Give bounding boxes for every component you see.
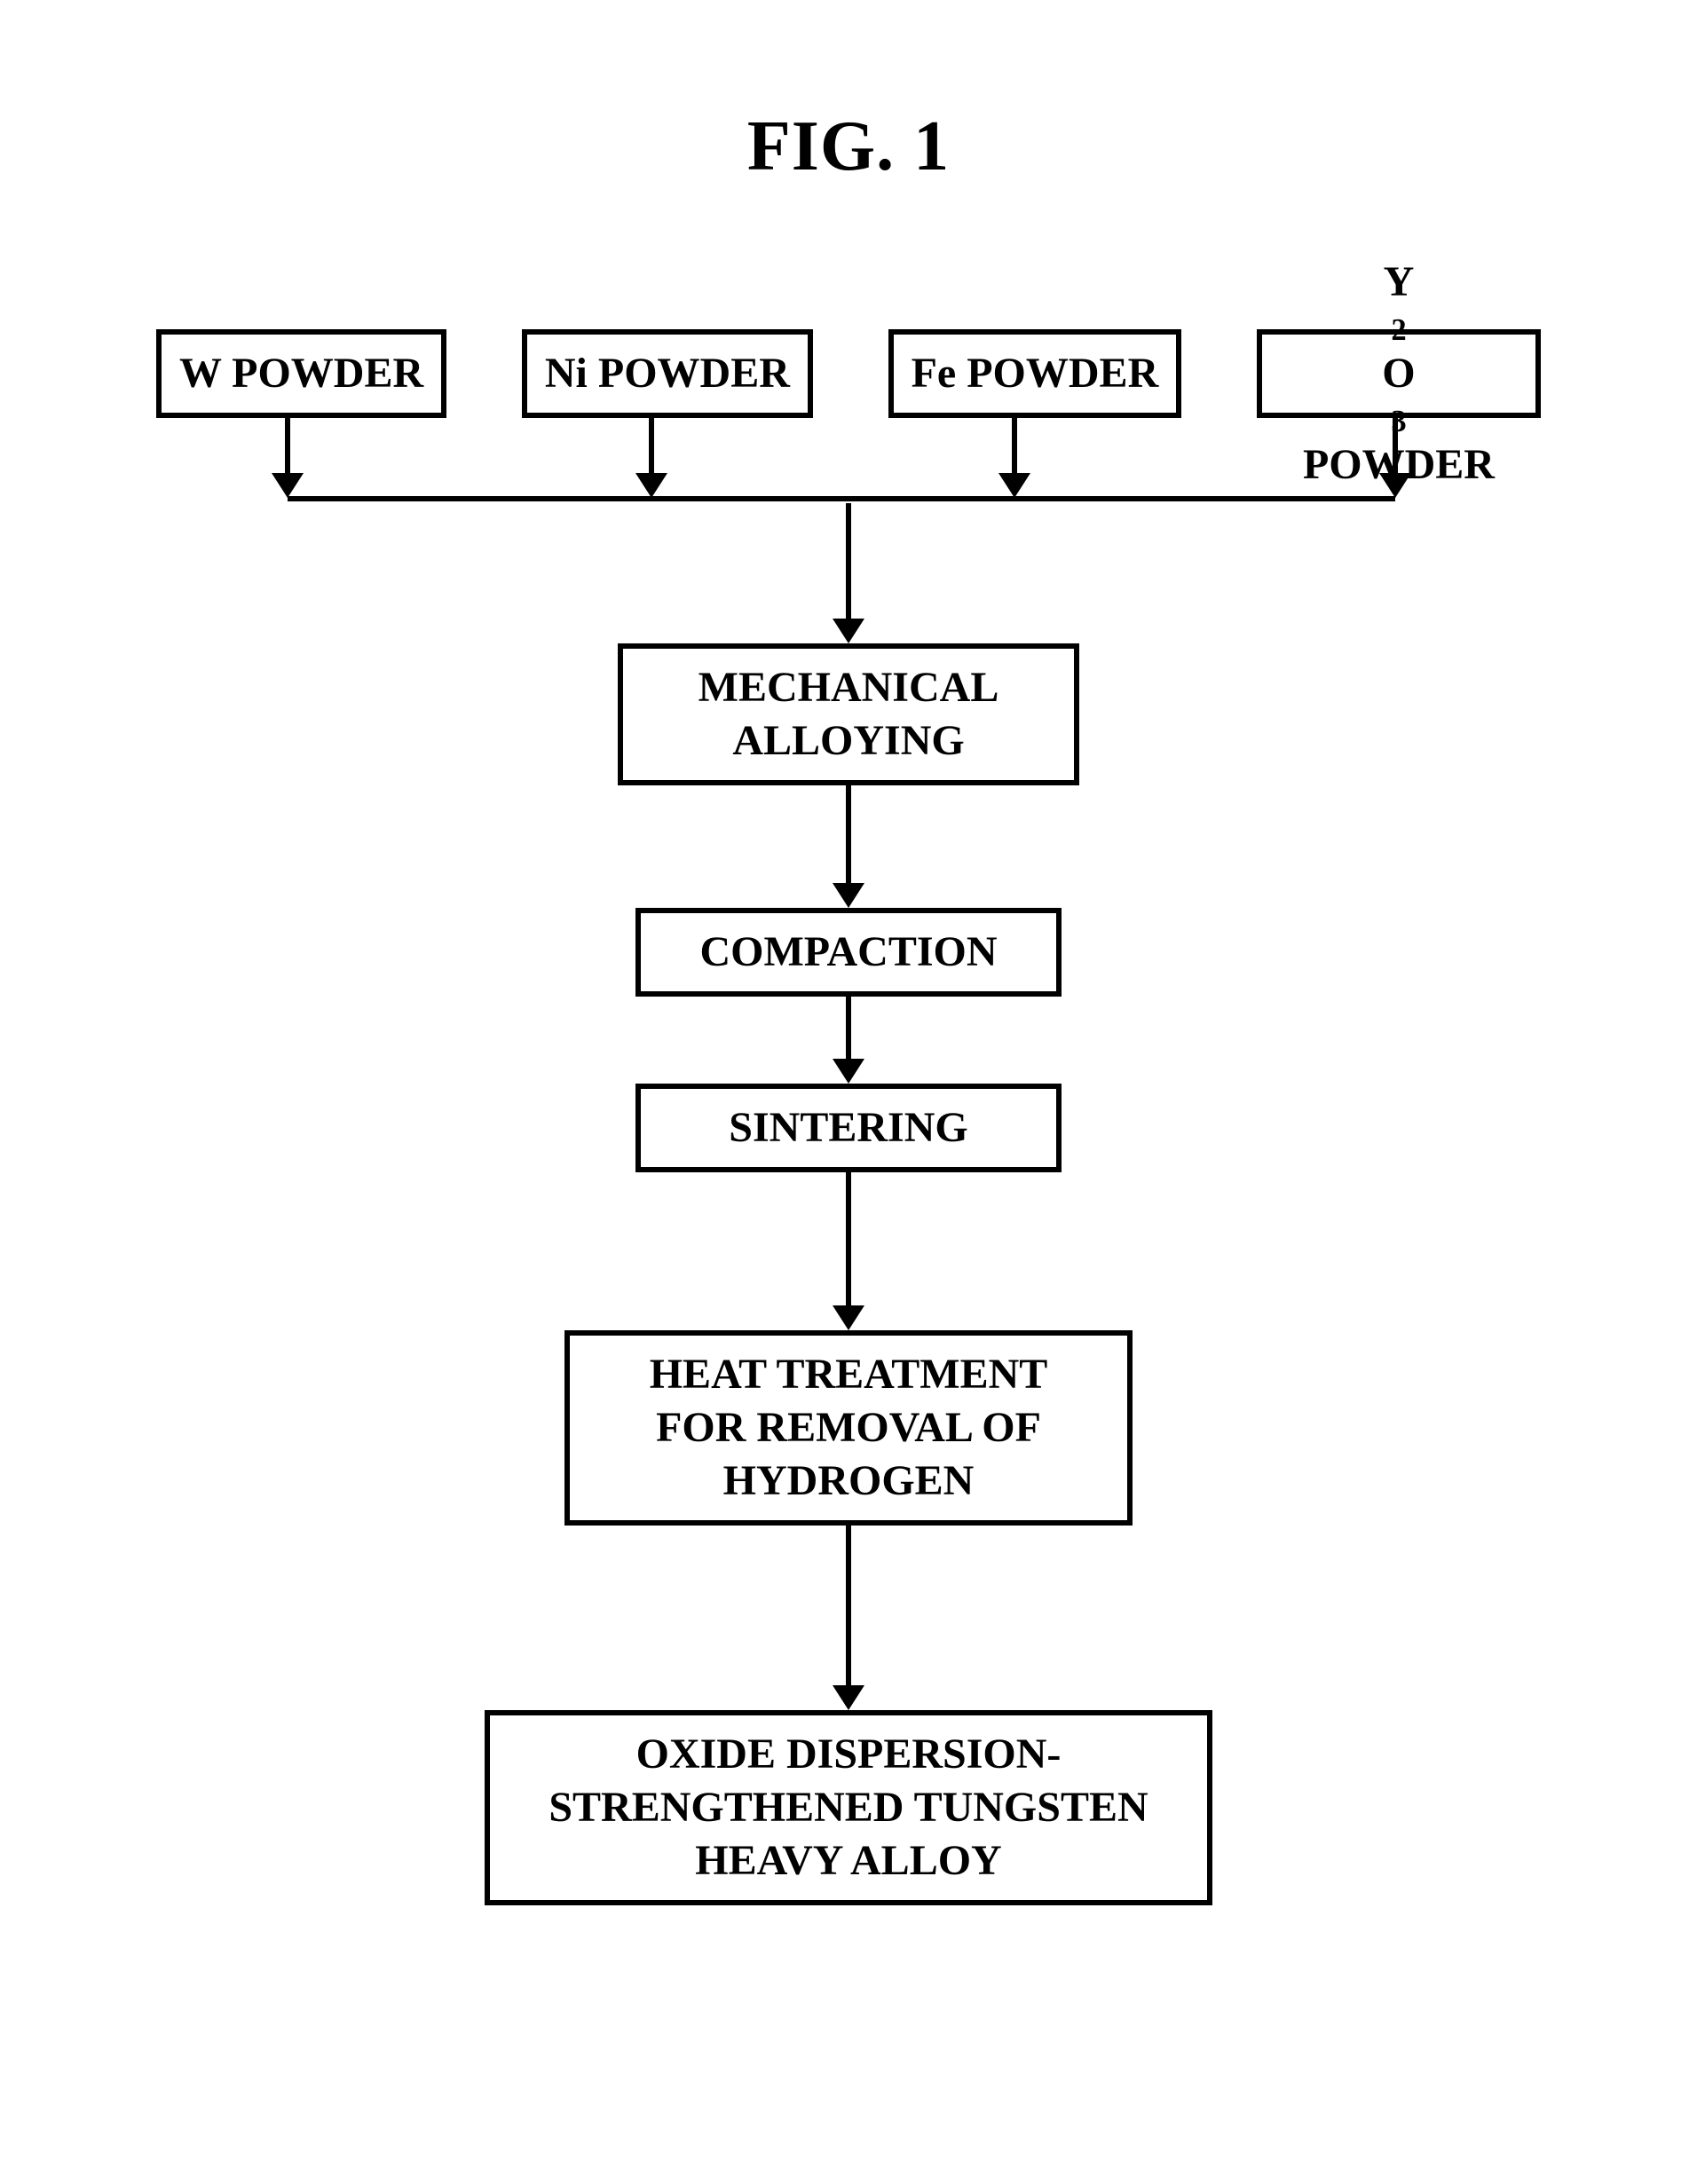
figure-title: FIG. 1 [0,106,1697,187]
input-box-ni: Ni POWDER [522,329,813,418]
process-box-comp: COMPACTION [635,908,1062,997]
input-drop-arrows [156,418,1541,498]
arrow-head-icon [635,473,667,498]
flowchart: W POWDER Ni POWDER Fe POWDER Y2O3 POWDER ME… [156,329,1541,1905]
arrow-shaft [846,503,851,619]
input-drop-fe [998,418,1030,498]
arrow-head-icon [833,1685,864,1710]
page: FIG. 1 W POWDER Ni POWDER Fe POWDER Y2O3 PO… [0,0,1697,2083]
arrow-head-icon [272,473,304,498]
input-drop-y [1379,418,1411,498]
process-box-line: COMPACTION [699,926,997,979]
process-box-line: HEAVY ALLOY [695,1834,1001,1888]
arrow-shaft [846,997,851,1059]
arrow-head-icon [833,1305,864,1330]
process-box-line: OXIDE DISPERSION- [636,1728,1062,1781]
input-box-fe: Fe POWDER [888,329,1182,418]
arrow-head-icon [833,883,864,908]
process-box-line: STRENGTHENED TUNGSTEN [549,1781,1148,1834]
process-box-line: HEAT TREATMENT [650,1348,1048,1401]
center-stack: MECHANICALALLOYING COMPACTION SINTERING HEA… [156,503,1541,1905]
merge-bar-row [156,498,1541,503]
arrow-shaft [846,785,851,883]
process-box-line: HYDROGEN [723,1455,975,1508]
process-box-line: SINTERING [729,1101,967,1155]
process-box-line: MECHANICAL [699,661,999,714]
arrow-shaft [1012,418,1017,473]
process-box-mech: MECHANICALALLOYING [618,643,1079,785]
arrow-head-icon [1379,473,1411,498]
merge-bar [288,496,1395,501]
arrow-shaft [1393,418,1398,473]
process-box-final: OXIDE DISPERSION-STRENGTHENED TUNGSTENHE… [485,1710,1212,1905]
arrow-shaft [285,418,290,473]
input-box-y: Y2O3 POWDER [1257,329,1541,418]
arrow-shaft [846,1172,851,1305]
input-box-w: W POWDER [156,329,446,418]
arrow-head-icon [998,473,1030,498]
input-row: W POWDER Ni POWDER Fe POWDER Y2O3 POWDER [156,329,1541,418]
arrow-shaft [649,418,654,473]
process-box-line: ALLOYING [732,714,964,768]
process-box-line: FOR REMOVAL OF [656,1401,1041,1455]
input-drop-w [272,418,304,498]
process-box-sint: SINTERING [635,1084,1062,1172]
input-drop-ni [635,418,667,498]
arrow-head-icon [833,1059,864,1084]
arrow-head-icon [833,619,864,643]
process-box-heat: HEAT TREATMENTFOR REMOVAL OFHYDROGEN [564,1330,1133,1526]
arrow-shaft [846,1526,851,1685]
